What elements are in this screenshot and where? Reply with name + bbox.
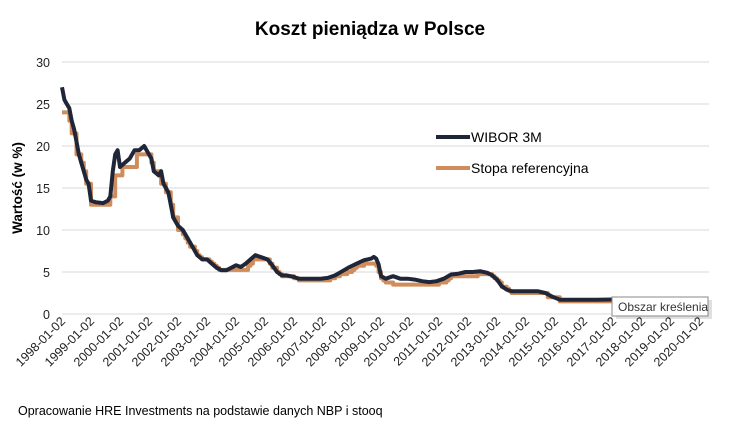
legend-label-stopa: Stopa referencyjna xyxy=(471,160,589,176)
source-footnote: Opracowanie HRE Investments na podstawie… xyxy=(18,404,383,418)
y-tick-label: 0 xyxy=(43,308,50,322)
y-axis-label: Wartość (w %) xyxy=(10,142,25,234)
legend: WIBOR 3M Stopa referencyjna xyxy=(436,129,589,176)
gridlines xyxy=(62,61,709,315)
y-tick-label: 25 xyxy=(36,98,50,112)
y-tick-label: 15 xyxy=(36,182,50,196)
tooltip-text: Obszar kreślenia xyxy=(618,300,708,314)
plot-area[interactable] xyxy=(60,86,614,304)
x-axis-ticks: 1998-01-021999-01-022000-01-022001-01-02… xyxy=(13,314,706,369)
y-tick-label: 10 xyxy=(36,224,50,238)
y-tick-label: 30 xyxy=(36,56,50,70)
y-tick-label: 5 xyxy=(43,266,50,280)
legend-label-wibor: WIBOR 3M xyxy=(471,129,542,145)
series-line-wibor-3m xyxy=(60,86,614,302)
y-tick-label: 20 xyxy=(36,140,50,154)
tooltip: Obszar kreślenia xyxy=(611,296,712,319)
chart-title: Koszt pieniądza w Polsce xyxy=(255,19,485,40)
y-axis-ticks: 0 5 10 15 20 25 30 xyxy=(36,56,50,322)
